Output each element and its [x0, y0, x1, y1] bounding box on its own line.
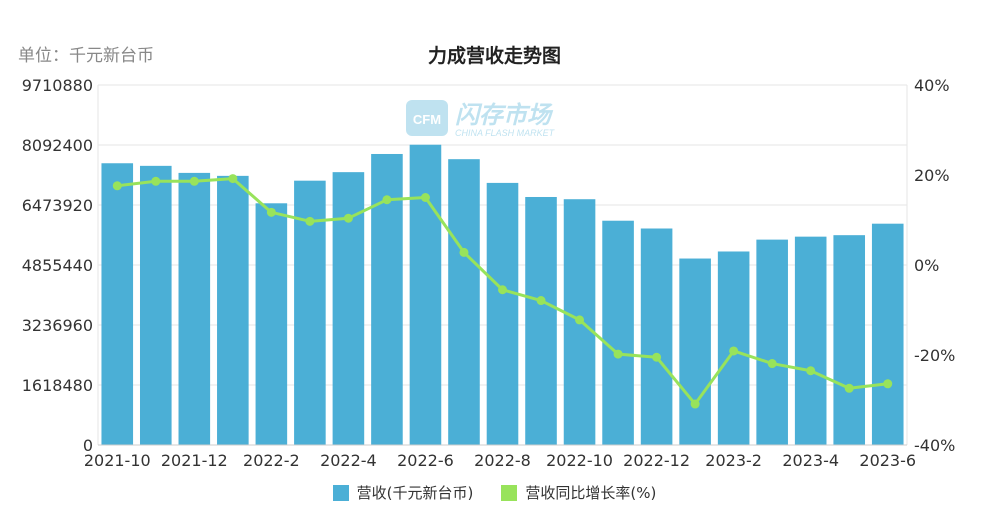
axes: 0 1618480 3236960 4855440 6473920 8092400 9710… [22, 76, 956, 470]
line-point [690, 399, 700, 409]
line-point [844, 383, 854, 393]
bar [139, 165, 172, 446]
legend-label-revenue: 营收(千元新台币) [356, 484, 474, 502]
bar [833, 235, 866, 445]
line-point [420, 193, 430, 202]
bar [525, 196, 557, 445]
x-tick-label: 2023-2 [705, 451, 762, 470]
line-point [652, 352, 662, 362]
line-point [498, 285, 507, 295]
line-point [729, 346, 739, 356]
line-point [343, 213, 353, 223]
line-point [189, 176, 199, 186]
x-tick-label: 2022-8 [474, 451, 531, 470]
y-left-tick-label: 4855440 [22, 256, 93, 275]
legend-label-growth: 营收同比增长率(%) [525, 484, 657, 502]
y-left-tick-label: 8092400 [22, 136, 93, 155]
legend-item-growth[interactable]: 营收同比增长率(%) [501, 482, 656, 503]
line-point [228, 174, 238, 184]
watermark-subtitle: CHINA FLASH MARKET [455, 128, 556, 138]
bar [640, 228, 673, 445]
bar [409, 144, 442, 445]
line-point [536, 296, 546, 306]
bar [486, 182, 519, 445]
y-right-tick-label: -20% [914, 346, 955, 365]
legend: 营收(千元新台币) 营收同比增长率(%) [0, 482, 989, 503]
bar [217, 175, 249, 445]
watermark-badge-bg [406, 100, 448, 136]
x-tick-label: 2022-12 [623, 451, 690, 470]
x-tick-label: 2022-2 [243, 451, 300, 470]
bar-series [101, 144, 904, 446]
y-left-tick-label: 0 [83, 436, 93, 455]
y-left-tick-label: 3236960 [22, 316, 93, 335]
line-point [382, 195, 392, 205]
y-right-tick-label: -40% [914, 436, 955, 455]
watermark: CFM 闪存市场 CHINA FLASH MARKET [406, 100, 556, 138]
bar [101, 163, 134, 446]
line-point [883, 379, 893, 389]
legend-swatch-revenue [332, 484, 349, 501]
line-point [459, 247, 469, 257]
line-point [266, 207, 276, 217]
line-point [151, 176, 161, 186]
bar [871, 223, 904, 445]
x-tick-label: 2021-10 [84, 451, 151, 470]
chart-canvas: CFM 闪存市场 CHINA FLASH MARKET 0 1618480 3236… [22, 76, 956, 470]
watermark-name: 闪存市场 [455, 101, 554, 129]
y-left-tick-label: 1618480 [22, 376, 93, 395]
line-point [112, 181, 122, 191]
watermark-badge: CFM [413, 112, 441, 127]
y-left-tick-label: 6473920 [22, 196, 93, 215]
bar [679, 258, 711, 445]
bar [448, 159, 480, 445]
x-tick-label: 2023-6 [859, 451, 916, 470]
bar [794, 236, 827, 445]
bar [756, 239, 788, 445]
y-left-tick-label: 9710880 [22, 76, 93, 95]
line-point [767, 359, 777, 369]
y-right-tick-label: 20% [914, 166, 950, 185]
line-point [806, 366, 816, 376]
unit-label: 单位：千元新台币 [18, 46, 154, 66]
legend-swatch-growth [501, 484, 518, 501]
bar [255, 203, 288, 445]
line-series [112, 174, 893, 409]
x-tick-label: 2023-4 [782, 451, 839, 470]
chart-title: 力成营收走势图 [427, 45, 561, 67]
x-tick-label: 2022-4 [320, 451, 377, 470]
y-right-tick-label: 0% [914, 256, 939, 275]
y-right-tick-label: 40% [914, 76, 950, 95]
x-tick-label: 2021-12 [161, 451, 228, 470]
line-point [613, 349, 623, 359]
x-tick-label: 2022-10 [546, 451, 613, 470]
x-tick-label: 2022-6 [397, 451, 454, 470]
legend-item-revenue[interactable]: 营收(千元新台币) [332, 482, 474, 503]
bar [178, 172, 211, 446]
bar [602, 220, 634, 445]
line-point [305, 216, 315, 226]
line-point [575, 315, 585, 325]
